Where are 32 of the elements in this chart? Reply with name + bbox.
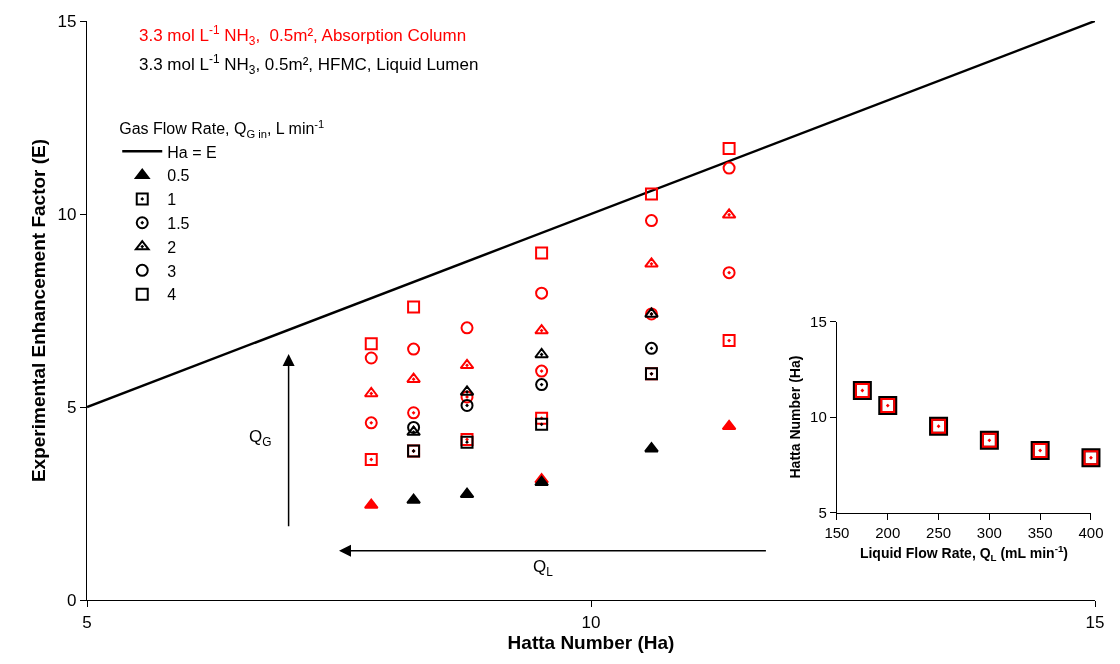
annotation: 3.3 mol L$^{-1}$ NH$_{3}$, 0.5m², HFMC, Liquid Lumen: [139, 52, 479, 77]
x-tick-label: 15: [1085, 612, 1105, 632]
legend-label: 1.5: [167, 214, 190, 232]
y-tick-label: 0: [66, 590, 77, 610]
annotation: Q$_{G}$: [249, 427, 272, 449]
legend-label: Ha = E: [167, 143, 217, 161]
annotation: Q$_{L}$: [533, 557, 554, 579]
x-tick-label: 200: [875, 523, 901, 541]
legend-label: 3: [167, 262, 177, 280]
y-axis-title: Hatta Number (Ha): [786, 355, 803, 479]
legend-label: 1: [167, 191, 177, 209]
x-tick-label: 350: [1027, 523, 1053, 541]
y-axis-title: Experimental Enhancement Factor (E): [28, 138, 50, 483]
legend-label: 4: [167, 286, 177, 304]
x-axis-title: Hatta Number (Ha): [507, 631, 675, 653]
x-tick-label: 10: [581, 612, 601, 632]
x-tick-label: 250: [926, 523, 952, 541]
legend-label: 0.5: [167, 167, 190, 185]
y-tick-label: 15: [810, 312, 827, 330]
legend-label: 2: [167, 238, 177, 256]
x-tick-label: 5: [82, 612, 92, 632]
y-tick-label: 10: [57, 204, 77, 224]
y-tick-label: 5: [66, 397, 77, 417]
y-tick-label: 10: [810, 408, 827, 426]
x-tick-label: 400: [1078, 523, 1104, 541]
legend-title: Gas Flow Rate, Q$_{G in}$, L min$^{-1}$: [119, 117, 325, 140]
x-tick-label: 300: [976, 523, 1002, 541]
x-axis-title: Liquid Flow Rate, Q$_{L}$ (mL min$^{-1}$): [859, 543, 1069, 563]
y-tick-label: 5: [818, 503, 827, 521]
x-tick-label: 150: [824, 523, 850, 541]
annotation: 3.3 mol L$^{-1}$ NH$_{3}$, 0.5m², Absorption Column: [139, 23, 467, 48]
y-tick-label: 15: [57, 11, 77, 31]
